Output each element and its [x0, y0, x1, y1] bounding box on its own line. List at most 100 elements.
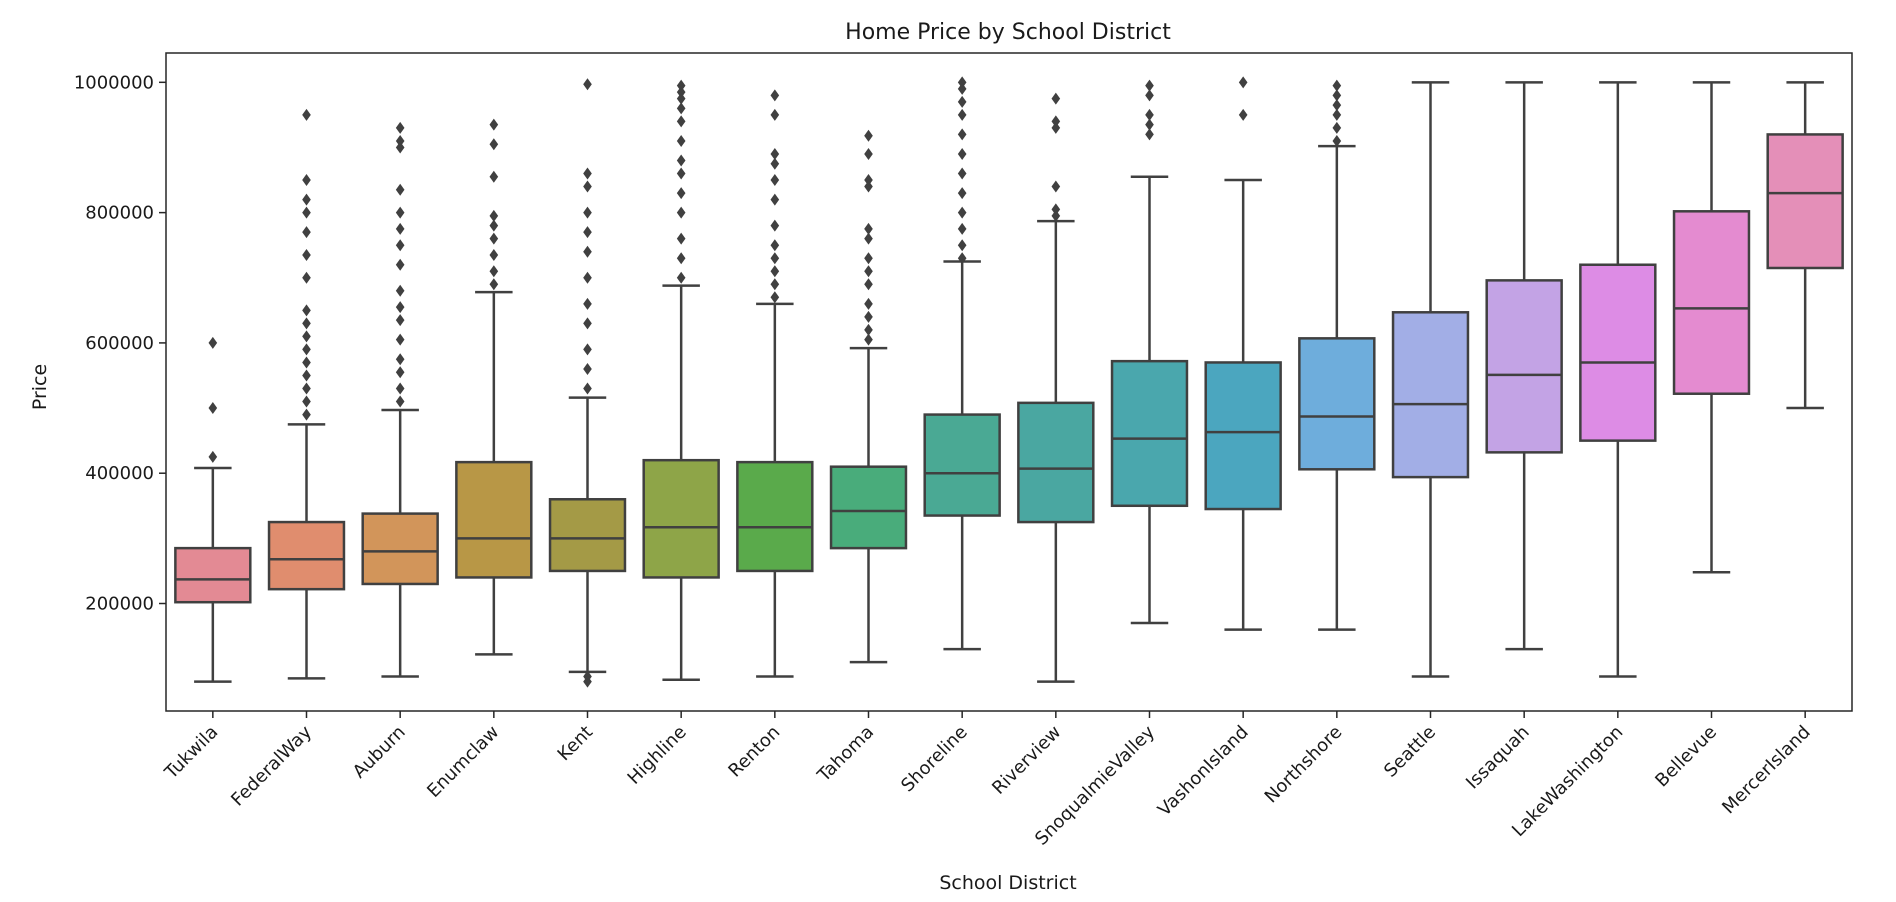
outlier-point	[1332, 99, 1342, 112]
outlier-point	[864, 265, 873, 278]
outlier-point	[302, 226, 311, 239]
outlier-point	[489, 265, 499, 278]
outlier-point	[770, 265, 780, 278]
outlier-point	[864, 180, 873, 193]
box-SnoqualmieValley	[1110, 359, 1189, 508]
outlier-point	[770, 291, 780, 304]
outlier-point	[302, 193, 311, 206]
outlier-point	[957, 222, 967, 235]
outlier-point	[302, 395, 311, 408]
outlier-point	[302, 206, 311, 219]
outlier-point	[1051, 209, 1061, 222]
y-tick-label: 800000	[85, 203, 154, 224]
outlier-point	[864, 310, 873, 323]
outlier-point	[1051, 203, 1061, 216]
outlier-point	[489, 219, 499, 232]
chart-title: Home Price by School District	[845, 20, 1171, 45]
outlier-point	[676, 206, 686, 219]
outlier-point	[208, 336, 218, 349]
outlier-point	[1145, 128, 1154, 141]
outlier-point	[1051, 180, 1061, 193]
outlier-point	[676, 154, 686, 167]
outlier-point	[676, 79, 686, 92]
outlier-point	[957, 206, 967, 219]
outlier-point	[864, 323, 873, 336]
box-Enumclaw	[455, 460, 533, 579]
outlier-point	[208, 402, 218, 415]
outlier-point	[957, 82, 967, 95]
outlier-point	[395, 353, 405, 366]
outlier-point	[770, 252, 780, 265]
outlier-point	[302, 304, 311, 317]
y-tick-label: 1000000	[74, 72, 154, 93]
x-tick-label: Tahoma	[813, 722, 878, 787]
outlier-point	[302, 248, 311, 261]
outlier-point	[583, 343, 592, 356]
outlier-point	[864, 147, 873, 160]
outlier-point	[489, 138, 499, 151]
outlier-point	[208, 450, 218, 463]
outlier-point	[583, 317, 592, 330]
x-tick-label: Riverview	[988, 722, 1065, 799]
outlier-point	[770, 239, 780, 252]
outlier-point	[770, 108, 780, 121]
x-tick-label: Tukwila	[160, 722, 222, 784]
outlier-point	[676, 102, 686, 115]
y-tick-label: 400000	[85, 463, 154, 484]
outlier-point	[395, 314, 405, 327]
x-axis-label: School District	[939, 872, 1076, 894]
outlier-point	[1238, 108, 1248, 121]
outlier-point	[583, 245, 592, 258]
x-tick-label: Shoreline	[897, 722, 972, 797]
outlier-point	[676, 92, 686, 105]
outlier-point	[302, 174, 311, 187]
outlier-point	[770, 89, 780, 102]
outlier-point	[676, 86, 686, 99]
outlier-point	[864, 297, 873, 310]
outlier-point	[583, 670, 592, 683]
outlier-point	[302, 271, 311, 284]
x-tick-label: FederalWay	[227, 721, 316, 810]
outlier-point	[302, 343, 311, 356]
outlier-point	[770, 157, 780, 170]
outlier-point	[676, 252, 686, 265]
box-Tahoma	[829, 465, 908, 550]
outlier-point	[676, 187, 686, 200]
box-FederalWay	[267, 520, 346, 591]
outlier-point	[395, 395, 405, 408]
outlier-point	[864, 129, 873, 142]
outlier-point	[1238, 76, 1248, 89]
box-Issaquah	[1485, 279, 1563, 454]
outlier-point	[395, 258, 405, 271]
outlier-point	[676, 115, 686, 128]
outlier-point	[489, 232, 499, 245]
outlier-point	[583, 180, 592, 193]
x-tick-label: Issaquah	[1462, 722, 1534, 794]
outlier-point	[957, 147, 967, 160]
outlier-point	[395, 222, 405, 235]
x-tick-label: Renton	[724, 722, 784, 782]
outlier-point	[1332, 89, 1342, 102]
outlier-point	[864, 333, 873, 346]
outlier-point	[395, 239, 405, 252]
box-Kent	[548, 498, 627, 573]
box-VashonIsland	[1204, 361, 1282, 511]
outlier-point	[770, 219, 780, 232]
outlier-point	[676, 271, 686, 284]
outlier-point	[583, 382, 592, 395]
outlier-point	[302, 330, 311, 343]
outlier-point	[676, 134, 686, 147]
outlier-point	[957, 108, 967, 121]
outlier-point	[957, 167, 967, 180]
outlier-point	[1145, 108, 1154, 121]
box-Renton	[736, 460, 814, 573]
outlier-point	[583, 226, 592, 239]
box-MercerIsland	[1766, 133, 1844, 270]
outlier-point	[395, 301, 405, 314]
outlier-point	[1332, 108, 1342, 121]
y-tick-label: 200000	[85, 594, 154, 615]
outlier-point	[302, 382, 311, 395]
outlier-point	[957, 95, 967, 108]
outlier-point	[489, 278, 499, 291]
outlier-point	[1051, 115, 1061, 128]
